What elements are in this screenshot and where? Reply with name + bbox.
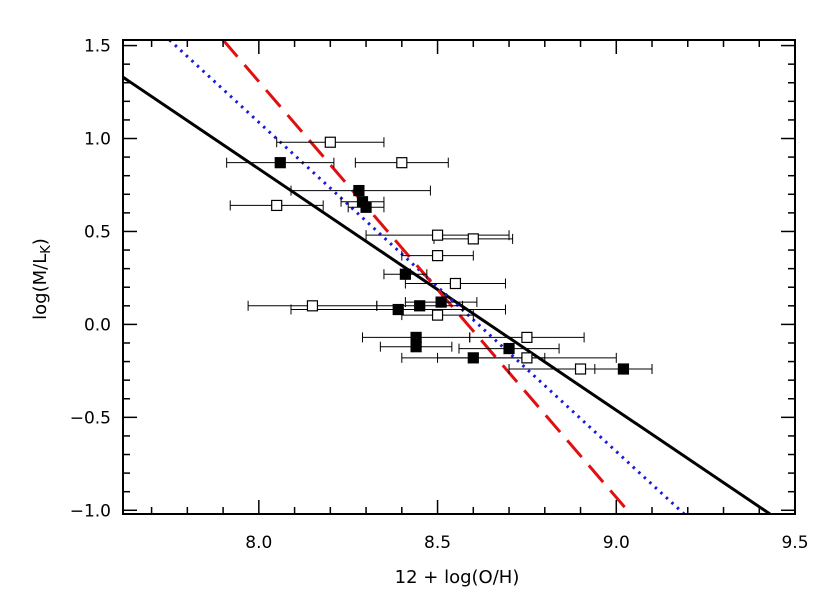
x-tick-label: 9.5 bbox=[781, 533, 808, 553]
data-point-filled bbox=[410, 331, 422, 344]
fit-lines bbox=[123, 40, 771, 514]
data-point-open bbox=[306, 300, 319, 312]
data-point-open bbox=[521, 331, 533, 344]
plot-frame bbox=[122, 39, 796, 515]
data-point-open bbox=[431, 250, 444, 262]
x-tick-label: 8.0 bbox=[245, 533, 272, 553]
data-point-open bbox=[396, 157, 408, 169]
data-point-filled bbox=[414, 300, 426, 312]
data-point-filled bbox=[617, 363, 630, 375]
data-points bbox=[271, 136, 630, 375]
data-point-open bbox=[449, 277, 462, 290]
y-tick-label: 1.5 bbox=[84, 37, 111, 57]
data-point-filled bbox=[392, 303, 404, 316]
data-point-filled bbox=[399, 268, 411, 280]
x-tick-label: 8.5 bbox=[424, 533, 451, 553]
y-axis-label: log(M/LK) bbox=[30, 238, 54, 320]
data-point-open bbox=[324, 136, 336, 148]
data-point-filled bbox=[467, 352, 479, 364]
data-point-open bbox=[467, 233, 479, 245]
y-axis-label-close: ) bbox=[30, 238, 51, 245]
data-point-filled bbox=[435, 296, 447, 308]
data-point-open bbox=[521, 352, 533, 364]
x-axis-label: 12 + log(O/H) bbox=[395, 567, 520, 588]
axes: 8.0 8.5 9.0 9.5 −1.0 −0.5 0.0 0.5 1.0 1.5 bbox=[70, 37, 809, 553]
data-point-open bbox=[431, 229, 444, 241]
data-point-filled bbox=[360, 201, 372, 213]
y-tick-label: 1.0 bbox=[84, 130, 111, 150]
y-tick-label: −1.0 bbox=[70, 501, 111, 521]
data-point-open bbox=[431, 309, 444, 321]
y-tick-label: 0.0 bbox=[84, 315, 111, 335]
x-tick-label: 9.0 bbox=[603, 533, 630, 553]
y-axis-label-main: log(M/L bbox=[30, 254, 51, 320]
y-tick-label: 0.5 bbox=[84, 222, 111, 242]
data-point-filled bbox=[353, 184, 365, 197]
data-point-filled bbox=[410, 341, 422, 353]
y-tick-label: −0.5 bbox=[70, 408, 111, 428]
data-point-filled bbox=[274, 157, 286, 169]
data-point-open bbox=[271, 199, 283, 212]
data-point-filled bbox=[503, 342, 515, 355]
y-axis-label-subscript: K bbox=[39, 245, 54, 254]
data-point-open bbox=[574, 363, 587, 375]
